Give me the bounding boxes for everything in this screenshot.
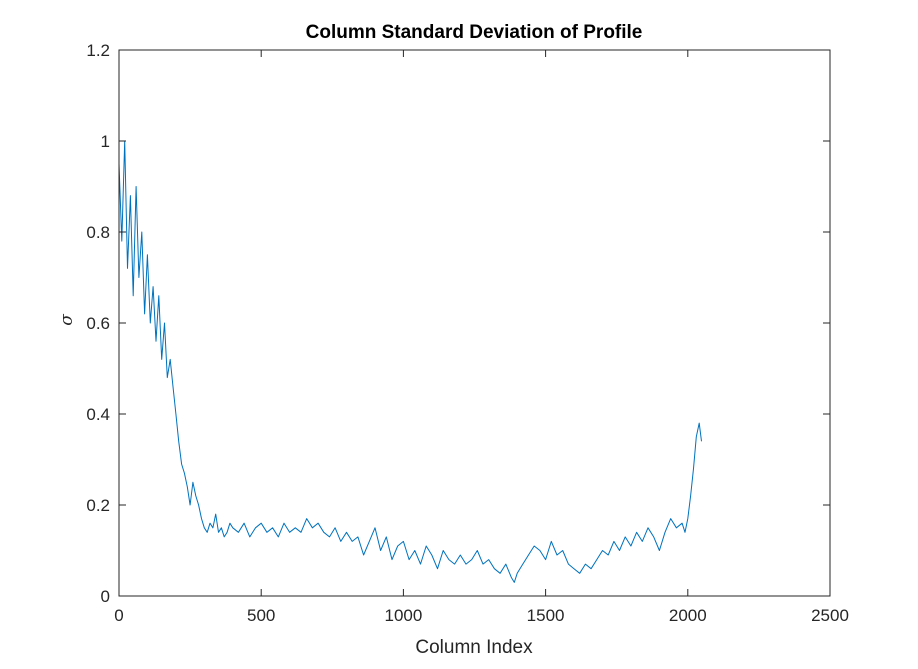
- y-axis-label: σ: [57, 314, 77, 326]
- y-tick-label: 0.6: [86, 314, 110, 333]
- y-tick-label: 0.8: [86, 223, 110, 242]
- y-axis-ticks: 0 0.2 0.4 0.6 0.8 1 1.2: [86, 41, 830, 606]
- x-tick-label: 1000: [384, 606, 422, 625]
- y-tick-label: 0: [101, 587, 110, 606]
- x-tick-label: 0: [114, 606, 123, 625]
- y-tick-label: 1.2: [86, 41, 110, 60]
- x-tick-label: 2500: [811, 606, 849, 625]
- axes-background: [119, 50, 830, 596]
- y-tick-label: 0.2: [86, 496, 110, 515]
- x-tick-label: 1500: [527, 606, 565, 625]
- series-line: [118, 140, 702, 583]
- x-axis-label: Column Index: [415, 637, 533, 658]
- series-layer: [118, 140, 702, 583]
- y-tick-label: 1: [101, 132, 110, 151]
- y-tick-label: 0.4: [86, 405, 110, 424]
- x-axis-ticks: 0 500 1000 1500 2000 2500: [114, 50, 849, 625]
- chart-title: Column Standard Deviation of Profile: [306, 22, 643, 43]
- x-tick-label: 2000: [669, 606, 707, 625]
- x-tick-label: 500: [247, 606, 275, 625]
